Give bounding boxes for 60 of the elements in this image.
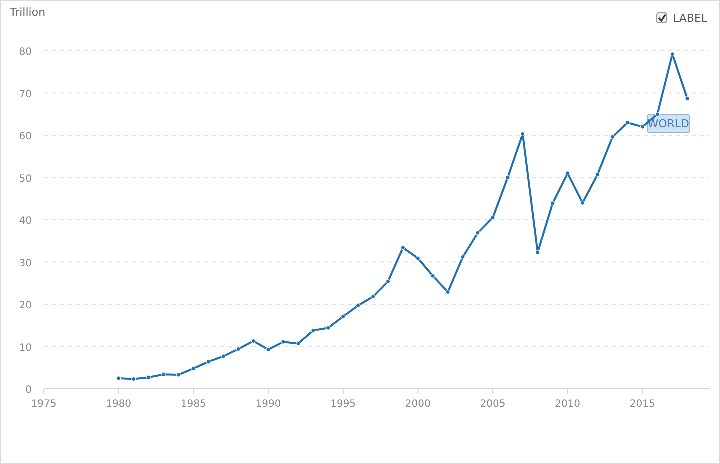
point — [490, 216, 496, 220]
x-tick-label: 1985 — [180, 399, 206, 410]
point — [416, 256, 420, 261]
y-tick-label: 10 — [19, 342, 32, 354]
point — [206, 360, 211, 364]
point — [132, 377, 136, 382]
y-tick-label: 0 — [26, 385, 32, 396]
point — [610, 134, 615, 140]
point — [550, 201, 556, 206]
point — [356, 304, 361, 308]
point — [221, 354, 226, 359]
point — [386, 279, 390, 284]
point — [161, 372, 166, 377]
point — [476, 230, 480, 236]
y-tick-label: 60 — [19, 132, 32, 142]
x-tick-label: 2015 — [630, 399, 656, 410]
point — [670, 52, 675, 57]
point — [640, 124, 645, 130]
point — [296, 342, 301, 346]
point — [580, 200, 586, 206]
point — [400, 246, 406, 250]
x-tick-label: 2000 — [405, 399, 431, 410]
point — [460, 254, 466, 260]
y-tick-label: 70 — [19, 89, 32, 100]
point — [506, 176, 510, 180]
x-tick-label: 2005 — [480, 399, 506, 410]
point — [266, 347, 271, 352]
x-tick-label: 2010 — [555, 399, 581, 410]
x-tick-label: 1990 — [256, 399, 282, 410]
point — [251, 339, 256, 344]
point — [430, 274, 436, 278]
series-label: WORLD — [648, 118, 690, 131]
point — [520, 132, 526, 136]
y-tick-label: 80 — [19, 47, 32, 58]
point — [191, 366, 196, 371]
point — [566, 171, 570, 176]
point — [341, 314, 346, 320]
y-axis-title: Trillion — [9, 6, 46, 19]
y-tick-label: 20 — [19, 300, 32, 312]
y-tick-label: 40 — [19, 216, 32, 227]
point — [625, 120, 630, 126]
point — [371, 294, 376, 300]
point — [685, 96, 690, 101]
point — [655, 112, 660, 117]
point — [311, 328, 316, 333]
point — [596, 172, 600, 178]
point — [116, 376, 122, 381]
y-tick-label: 50 — [19, 174, 32, 185]
x-tick-label: 1995 — [330, 399, 356, 410]
point — [446, 290, 450, 294]
point — [326, 326, 331, 330]
point — [536, 250, 540, 255]
point — [176, 372, 181, 378]
x-tick-label: 1980 — [106, 399, 132, 410]
point — [146, 375, 152, 380]
text: LABEL — [673, 12, 708, 25]
y-tick-label: 30 — [19, 258, 32, 270]
x-tick-label: 1975 — [31, 399, 57, 410]
point — [281, 340, 286, 344]
point — [236, 347, 241, 352]
